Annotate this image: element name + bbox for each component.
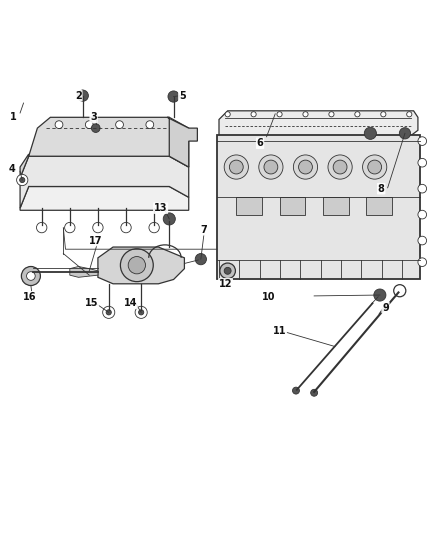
Circle shape: [36, 222, 47, 233]
Circle shape: [418, 258, 427, 266]
Circle shape: [146, 121, 154, 128]
Polygon shape: [70, 266, 98, 277]
Circle shape: [381, 112, 386, 117]
Text: 8: 8: [378, 184, 385, 193]
Circle shape: [418, 236, 427, 245]
Circle shape: [277, 112, 282, 117]
Circle shape: [106, 310, 111, 315]
Text: 17: 17: [89, 236, 102, 246]
Circle shape: [363, 155, 387, 179]
Polygon shape: [29, 117, 189, 167]
Circle shape: [20, 177, 25, 183]
Circle shape: [21, 266, 40, 286]
Bar: [323, 197, 349, 215]
Circle shape: [225, 112, 230, 117]
Circle shape: [311, 389, 318, 396]
Text: 9: 9: [382, 303, 389, 312]
Text: 15: 15: [85, 298, 98, 308]
Circle shape: [299, 160, 312, 174]
Circle shape: [220, 263, 236, 279]
Text: 1: 1: [10, 112, 17, 122]
Circle shape: [364, 127, 376, 139]
Bar: [217, 135, 420, 279]
Circle shape: [65, 222, 75, 233]
Text: 3: 3: [90, 112, 97, 122]
Circle shape: [138, 310, 144, 315]
Circle shape: [293, 155, 318, 179]
Circle shape: [418, 184, 427, 193]
Circle shape: [85, 121, 93, 128]
Circle shape: [293, 387, 300, 394]
Bar: [279, 197, 305, 215]
Circle shape: [93, 222, 103, 233]
Circle shape: [102, 306, 115, 318]
Circle shape: [168, 91, 179, 102]
Bar: [236, 197, 262, 215]
Circle shape: [328, 155, 352, 179]
Text: 14: 14: [124, 298, 137, 308]
Circle shape: [355, 112, 360, 117]
Circle shape: [163, 213, 175, 225]
Text: 7: 7: [201, 225, 207, 235]
Text: 12: 12: [219, 279, 232, 289]
Polygon shape: [20, 156, 189, 208]
Polygon shape: [167, 117, 198, 167]
Text: 11: 11: [273, 326, 286, 336]
Circle shape: [251, 112, 256, 117]
Circle shape: [418, 137, 427, 146]
Circle shape: [121, 222, 131, 233]
Circle shape: [27, 272, 35, 280]
Text: 2: 2: [75, 91, 82, 101]
Bar: [366, 197, 392, 215]
Circle shape: [224, 268, 231, 274]
Polygon shape: [20, 154, 29, 178]
Text: 16: 16: [23, 292, 36, 302]
Polygon shape: [20, 187, 189, 211]
Text: 5: 5: [179, 91, 186, 101]
Circle shape: [77, 90, 88, 101]
Circle shape: [329, 112, 334, 117]
Circle shape: [374, 289, 386, 301]
Circle shape: [368, 160, 381, 174]
Circle shape: [418, 211, 427, 219]
Circle shape: [399, 128, 410, 139]
Text: 6: 6: [257, 138, 264, 148]
Circle shape: [195, 254, 206, 265]
Text: 10: 10: [262, 292, 276, 302]
Circle shape: [120, 249, 153, 281]
Circle shape: [149, 222, 159, 233]
Circle shape: [264, 160, 278, 174]
Polygon shape: [219, 111, 418, 137]
Circle shape: [128, 256, 145, 274]
Circle shape: [259, 155, 283, 179]
Circle shape: [135, 306, 147, 318]
Circle shape: [303, 112, 308, 117]
Circle shape: [17, 174, 28, 185]
Circle shape: [224, 155, 248, 179]
Circle shape: [92, 124, 100, 132]
Circle shape: [230, 160, 243, 174]
Circle shape: [333, 160, 347, 174]
Text: 4: 4: [9, 164, 16, 174]
Circle shape: [116, 121, 124, 128]
Polygon shape: [98, 247, 184, 284]
Circle shape: [406, 112, 412, 117]
Text: 13: 13: [154, 203, 167, 213]
Circle shape: [418, 158, 427, 167]
Circle shape: [55, 121, 63, 128]
